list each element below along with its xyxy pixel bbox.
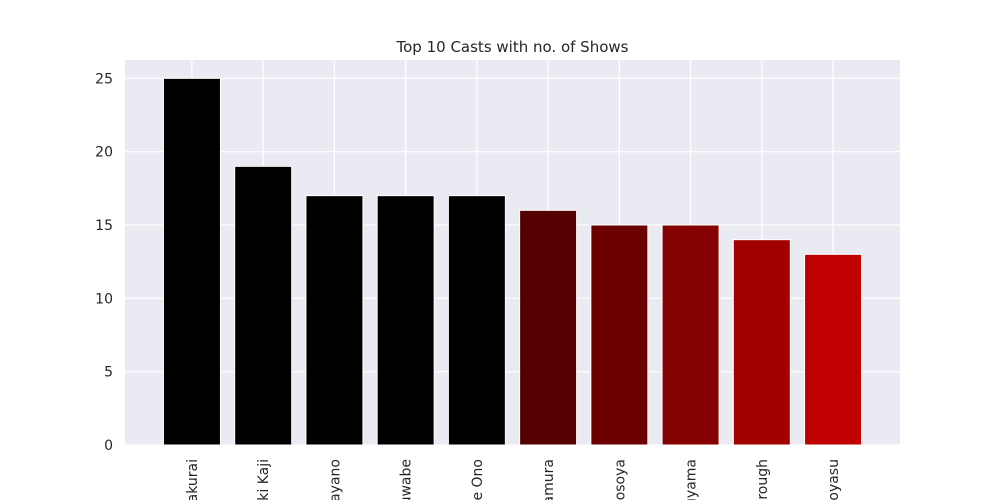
x-tick-label: ki Kaji <box>256 459 272 500</box>
bar <box>162 77 221 446</box>
x-tick-label: uyama <box>684 459 700 500</box>
chart-title: Top 10 Casts with no. of Shows <box>396 38 629 56</box>
bar <box>661 224 720 446</box>
x-tick-label: orough <box>755 459 771 500</box>
y-axis-ticks: 0 5 10 15 20 25 <box>95 71 113 454</box>
bar <box>234 165 293 446</box>
bars <box>162 77 863 446</box>
x-tick-label: osoya <box>612 459 628 500</box>
x-tick-label: ayano <box>327 459 343 500</box>
x-tick-label: akurai <box>185 459 201 500</box>
y-tick-label: 15 <box>95 218 113 234</box>
x-tick-label: amura <box>541 459 557 500</box>
y-tick-label: 25 <box>95 71 113 87</box>
y-tick-label: 20 <box>95 145 113 161</box>
bar <box>376 195 435 446</box>
bar <box>519 209 578 446</box>
bar <box>447 195 506 446</box>
x-tick-label: oyasu <box>826 459 842 500</box>
x-tick-label: uwabe <box>399 459 415 500</box>
y-tick-label: 5 <box>104 365 113 381</box>
x-tick-label: e Ono <box>470 459 486 500</box>
y-tick-label: 10 <box>95 291 113 307</box>
bar <box>804 253 863 446</box>
x-axis-ticks: akurai ki Kaji ayano uwabe e Ono amura osoya uy… <box>185 459 842 504</box>
bar <box>732 239 791 446</box>
bar <box>305 195 364 446</box>
bar <box>590 224 649 446</box>
y-tick-label: 0 <box>104 438 113 454</box>
